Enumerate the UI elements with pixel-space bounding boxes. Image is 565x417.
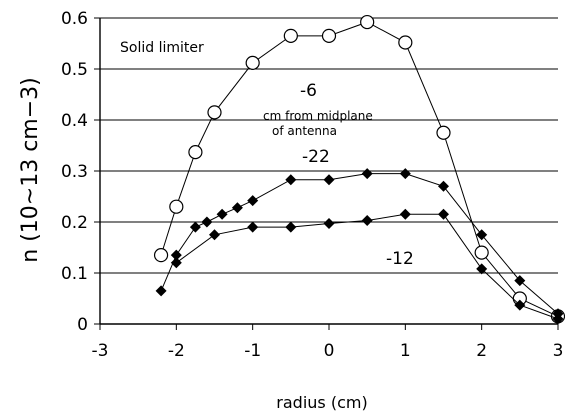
series-6-0-point-5 — [283, 28, 298, 43]
series-layer — [153, 14, 565, 325]
y-tick-label-6: 0.6 — [61, 9, 88, 29]
x-tick-label-6: 3 — [553, 341, 564, 361]
series-12-2-point-2 — [247, 221, 259, 233]
axes — [94, 17, 559, 330]
x-axis-title: radius (cm) — [276, 393, 367, 412]
series-12-2-line — [176, 213, 559, 320]
y-tick-label-0: 0 — [77, 315, 88, 335]
x-tick-label-0: -3 — [92, 341, 109, 361]
series-label-minus12: -12 — [386, 249, 414, 269]
series-6-0-point-8 — [398, 35, 413, 50]
annotation-note-line2: of antenna — [272, 124, 337, 138]
series-12-2-point-1 — [209, 229, 220, 241]
series-6-0-point-0 — [153, 248, 169, 263]
tick-labels: 0 0.1 0.2 0.3 0.4 0.5 0.6 -3 -2 -1 0 1 2 3 — [61, 9, 563, 361]
series-6-0-point-10 — [474, 245, 489, 260]
series-12-2-point-7 — [438, 208, 449, 220]
series-22-1-point-13 — [514, 275, 526, 287]
series-22-1-point-9 — [361, 168, 373, 180]
series-22-1-point-5 — [231, 202, 243, 214]
x-tick-label-2: -1 — [244, 341, 261, 361]
y-tick-label-3: 0.3 — [61, 162, 88, 182]
x-tick-label-4: 1 — [400, 341, 411, 361]
series-12-2-point-4 — [323, 218, 335, 229]
series-6-0-point-2 — [188, 145, 203, 160]
x-tick-label-1: -2 — [168, 341, 185, 361]
y-tick-label-2: 0.2 — [61, 213, 88, 233]
series-22-1-point-3 — [201, 216, 213, 228]
series-22-1-point-8 — [323, 174, 335, 186]
y-tick-label-5: 0.5 — [61, 60, 88, 80]
series-22-1-point-10 — [399, 168, 411, 180]
series-6-0-point-4 — [245, 55, 260, 70]
series-label-minus6: -6 — [300, 81, 317, 101]
series-22-1-line — [160, 173, 559, 315]
series-12-2-point-0 — [170, 257, 182, 269]
gridlines — [100, 17, 558, 274]
solid-limiter-label: Solid limiter — [120, 40, 204, 56]
series-12-2-point-10 — [552, 313, 564, 325]
x-tick-label-3: 0 — [324, 341, 335, 361]
series-6-0-line — [160, 21, 559, 317]
series-12-2-point-9 — [514, 299, 526, 311]
series-label-minus22: -22 — [302, 147, 330, 167]
series-22-1-point-6 — [247, 195, 259, 207]
series-12-2-point-6 — [399, 208, 411, 220]
series-22-1-point-11 — [438, 180, 449, 192]
series-22-1-point-12 — [476, 229, 488, 241]
series-12-2-point-8 — [476, 263, 488, 275]
y-axis-title: n (10~13 cm−3) — [18, 77, 43, 262]
series-22-1-point-0 — [155, 285, 167, 297]
series-22-1-point-7 — [285, 174, 297, 186]
series-22-1-point-4 — [216, 208, 228, 220]
series-22-1-point-2 — [189, 221, 201, 233]
series-6-0-point-7 — [360, 14, 375, 30]
series-12-2-point-3 — [285, 221, 297, 233]
series-6-0-point-9 — [436, 125, 451, 140]
series-6-0-point-3 — [207, 105, 222, 120]
y-tick-label-1: 0.1 — [61, 264, 88, 284]
x-tick-label-5: 2 — [476, 341, 487, 361]
series-6-0-point-6 — [321, 28, 337, 43]
series-12-2-point-5 — [361, 215, 373, 226]
series-6-0-point-1 — [169, 199, 184, 214]
annotation-note-line1: cm from midplane — [263, 109, 373, 123]
series-22-1-point-1 — [170, 249, 182, 261]
y-tick-label-4: 0.4 — [61, 111, 88, 131]
